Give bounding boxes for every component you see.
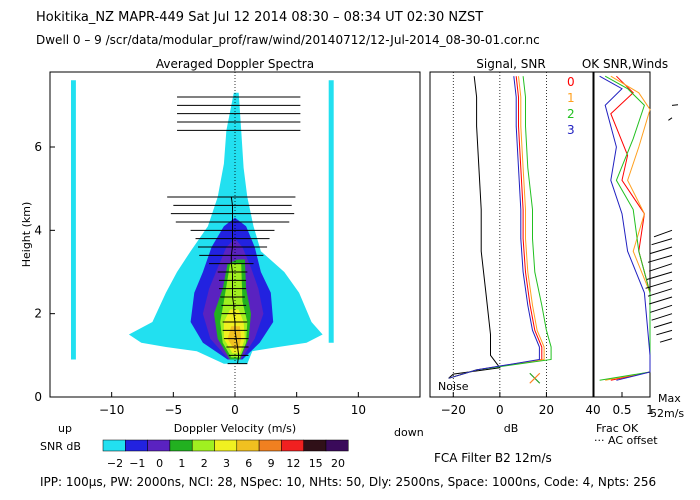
wind-barb	[651, 238, 673, 246]
params-footer: IPP: 100μs, PW: 2000ns, NCI: 28, NSpec: …	[40, 475, 657, 489]
colorbar-swatch	[147, 439, 171, 452]
winds-title: OK SNR,Winds	[582, 57, 668, 71]
doppler-xtick-label: 10	[351, 403, 366, 417]
down-label: down	[394, 426, 424, 439]
signal-xtick-label: 20	[539, 403, 554, 417]
signal-xtick-label: 40	[585, 403, 600, 417]
doppler-ytick-label: 0	[34, 390, 42, 404]
doppler-ytick-label: 6	[34, 140, 42, 154]
noise-marker	[529, 372, 541, 384]
doppler-xtick-label: 5	[293, 403, 301, 417]
wind-barb	[647, 254, 673, 263]
wind-barb	[656, 329, 673, 336]
signal-frame	[429, 71, 594, 398]
legend-entry: 1	[567, 91, 575, 105]
colorbar-tick-label: 3	[223, 457, 230, 470]
colorbar-tick-label: 6	[245, 457, 252, 470]
wind-barb	[653, 229, 673, 238]
max-label: Max	[658, 392, 681, 405]
signal-series-line	[448, 76, 543, 379]
wind-barb	[671, 104, 679, 106]
colorbar-swatch	[303, 439, 327, 452]
colorbar-swatch	[169, 439, 193, 452]
frac-ok-series-line	[605, 75, 651, 381]
colorbar-tick-label: 15	[309, 457, 323, 470]
panel-frames	[49, 71, 651, 398]
frac-ok-xtick-label: 0.5	[612, 403, 631, 417]
max-value: 52m/s	[650, 407, 684, 420]
colorbar-swatch	[102, 439, 126, 452]
mean-velocity-line	[230, 196, 240, 364]
doppler-xtick-label: −5	[164, 403, 182, 417]
frac-ok-label: Frac OK	[596, 422, 639, 435]
legend-entry: 3	[567, 123, 575, 137]
wind-barb	[668, 117, 673, 121]
signal-series-line	[448, 76, 540, 379]
colorbar-label: SNR dB	[40, 440, 81, 453]
legend-entry: 0	[567, 75, 575, 89]
wind-barb	[646, 271, 673, 280]
colorbar-swatch	[125, 439, 148, 452]
frac-ok-xtick-label: 1	[646, 403, 654, 417]
colorbar-swatch	[325, 439, 349, 452]
colorbar-swatch	[258, 439, 282, 452]
colorbar-tick-label: 20	[331, 457, 345, 470]
wind-barb	[653, 321, 673, 328]
frac-ok-series-line	[610, 75, 651, 381]
colorbar-swatch	[214, 439, 238, 452]
doppler-ylabel: Height (km)	[20, 202, 33, 268]
colorbar-tick-label: 12	[286, 457, 300, 470]
colorbar-tick-label: 0	[156, 457, 163, 470]
wind-barb	[659, 338, 673, 343]
chart-marks	[50, 72, 679, 452]
up-label: up	[58, 422, 72, 435]
wind-barb	[651, 313, 673, 321]
snr-contour-8	[227, 326, 242, 350]
frac-ok-series-line	[599, 75, 651, 381]
signal-series-line	[448, 76, 501, 379]
wind-barb	[647, 288, 673, 297]
legend-entry: 2	[567, 107, 575, 121]
colorbar-tick-label: 1	[178, 457, 185, 470]
doppler-ytick-label: 4	[34, 223, 42, 237]
signal-xtick-label: −20	[441, 403, 466, 417]
filter-label: FCA Filter B2 12m/s	[434, 451, 552, 465]
colorbar-tick-label: −1	[129, 457, 145, 470]
colorbar-tick-label: 9	[268, 457, 275, 470]
colorbar-swatch	[281, 439, 304, 452]
wind-barb	[650, 246, 673, 254]
snr-contour-0	[71, 80, 76, 360]
doppler-xtick-label: 0	[231, 403, 239, 417]
colorbar-tick-label: 2	[201, 457, 208, 470]
ac-offset-label: ··· AC offset	[594, 434, 658, 447]
signal-xlabel: dB	[504, 422, 519, 435]
wind-barb	[645, 279, 673, 289]
colorbar-swatch	[191, 439, 215, 452]
colorbar-swatch	[236, 439, 260, 452]
signal-series-line	[448, 76, 545, 379]
signal-title: Signal, SNR	[476, 57, 545, 71]
wind-barb	[649, 296, 673, 305]
colorbar-tick-label: −2	[107, 457, 123, 470]
signal-xtick-label: 0	[496, 403, 504, 417]
doppler-ytick-label: 2	[34, 307, 42, 321]
doppler-xtick-label: −10	[99, 403, 124, 417]
snr-contour-1	[328, 80, 334, 343]
wind-barb	[649, 263, 673, 272]
doppler-title: Averaged Doppler Spectra	[156, 57, 314, 71]
doppler-xlabel: Doppler Velocity (m/s)	[174, 422, 296, 435]
noise-label: Noise	[438, 380, 469, 393]
signal-series-line	[448, 76, 552, 379]
plot-subtitle: Dwell 0 – 9 /scr/data/modular_prof/raw/w…	[36, 33, 540, 47]
wind-barb	[650, 304, 673, 313]
plot-title: Hokitika_NZ MAPR-449 Sat Jul 12 2014 08:…	[36, 10, 484, 25]
